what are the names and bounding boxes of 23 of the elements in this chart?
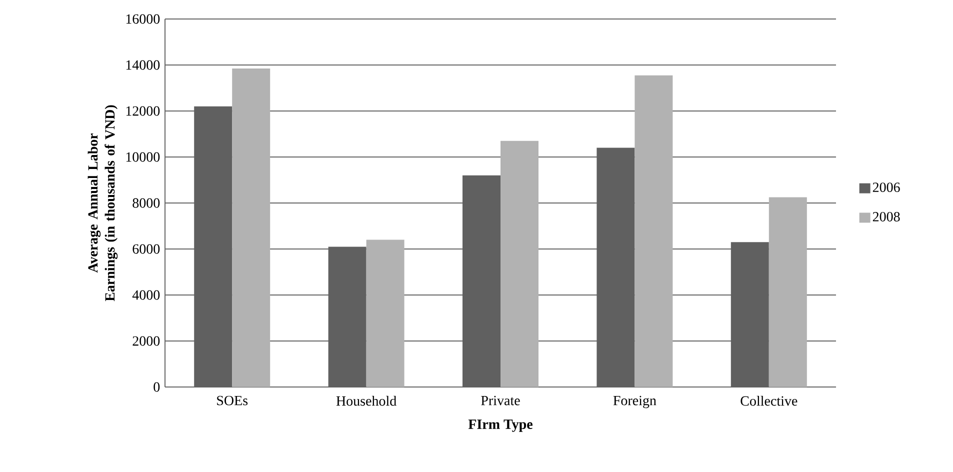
legend-label: 2006 xyxy=(872,182,900,192)
y-tick-label: 6000 xyxy=(132,244,160,254)
x-tick-label: Collective xyxy=(740,396,798,406)
bar xyxy=(634,75,673,387)
y-tick-label: 10000 xyxy=(126,152,160,162)
x-tick-label: Private xyxy=(481,396,520,406)
y-tick-label: 16000 xyxy=(126,14,160,24)
y-tick-label: 4000 xyxy=(132,290,160,300)
bar xyxy=(232,68,270,387)
y-axis-title: Average Annual Labor Earnings (in thousands of VND) xyxy=(88,105,118,302)
y-tick-label: 0 xyxy=(154,382,160,392)
bar xyxy=(366,240,404,387)
y-tick-label: 2000 xyxy=(132,336,160,346)
x-tick-label: Household xyxy=(336,396,396,406)
y-tick-label: 14000 xyxy=(126,60,160,70)
y-tick-label: 8000 xyxy=(132,198,160,208)
x-axis-title: FIrm Type xyxy=(468,420,532,432)
x-tick-label: SOEs xyxy=(217,396,248,406)
x-tick-label: Foreign xyxy=(613,396,656,408)
bar xyxy=(500,140,539,387)
legend-label: 2008 xyxy=(872,212,900,222)
y-tick-label: 12000 xyxy=(126,106,160,116)
bar xyxy=(768,197,807,387)
